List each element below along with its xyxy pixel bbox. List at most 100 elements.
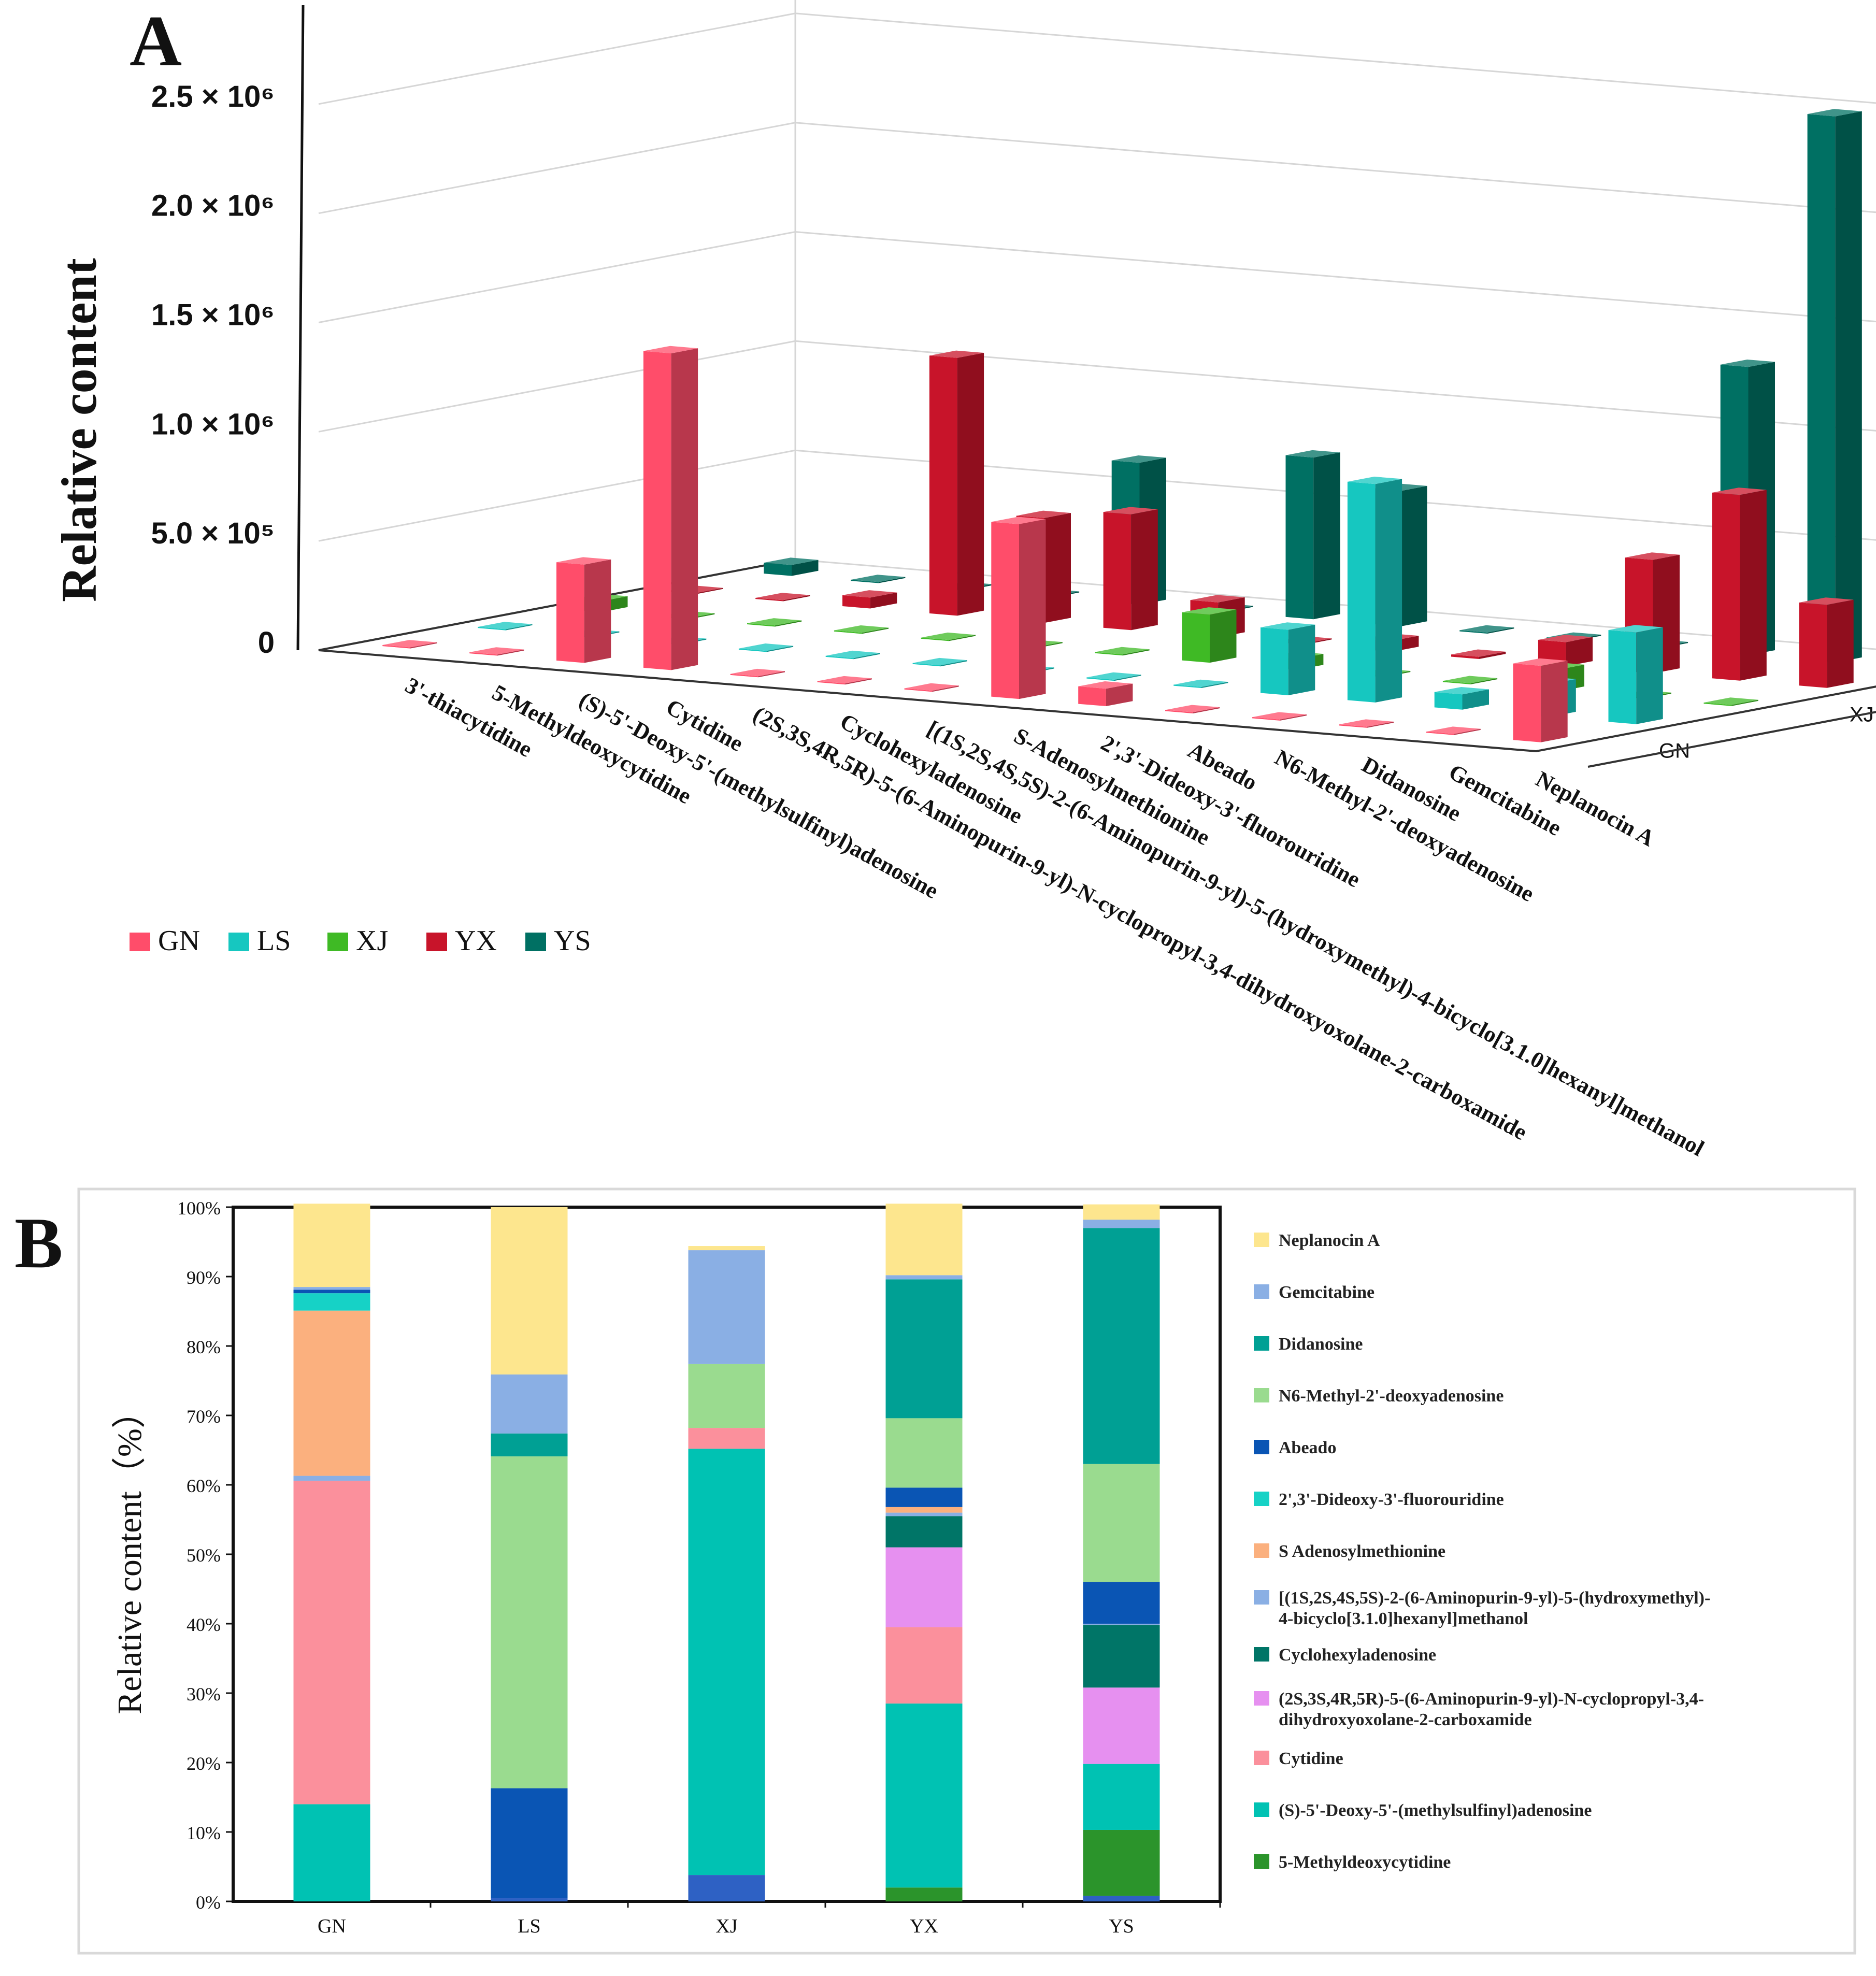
legend-line: S Adenosylmethionine xyxy=(1279,1542,1445,1561)
bar-front xyxy=(817,681,846,685)
legend-swatch xyxy=(327,933,348,951)
bar-xj-6 xyxy=(1095,647,1150,656)
bar-ls-7 xyxy=(1086,672,1141,681)
bar-front xyxy=(1459,630,1487,634)
bar-front xyxy=(469,652,497,656)
bar-side xyxy=(1462,689,1489,710)
segment-gemcitabine-gn xyxy=(293,1287,370,1290)
x-tick-label: YX xyxy=(910,1915,938,1937)
legend-swatch-2s-3s-4r-5r-5-6-aminopurin-9-yl-n-cyclop xyxy=(1254,1691,1269,1706)
legend-swatch-5-methyldeoxycytidine xyxy=(1254,1854,1269,1869)
gridline xyxy=(318,12,1876,105)
y-tick-label: 30% xyxy=(187,1684,221,1705)
bar-gn-7 xyxy=(991,517,1046,699)
bar-ls-10 xyxy=(1347,477,1402,703)
bar-top xyxy=(755,593,810,600)
bar-front xyxy=(904,688,933,692)
legend-swatch-2-3-dideoxy-3-fluorouridine xyxy=(1254,1492,1269,1506)
legend-swatch-cytidine xyxy=(1254,1751,1269,1765)
legend-line: [(1S,2S,4S,5S)-2-(6-Aminopurin-9-yl)-5-(… xyxy=(1279,1588,1710,1608)
bar-front xyxy=(929,355,957,616)
category-label: N6-Methyl-2'-deoxyadenosine xyxy=(1271,744,1539,907)
bar-xj-4 xyxy=(921,632,976,641)
bar-ys-6 xyxy=(1285,450,1340,620)
bar-top xyxy=(764,557,819,565)
bar-ls-5 xyxy=(912,657,967,667)
legend-line: N6-Methyl-2'-deoxyadenosine xyxy=(1279,1386,1503,1406)
bar-top xyxy=(1111,455,1166,463)
bar-front xyxy=(1261,627,1288,695)
segment-cytidine-yx xyxy=(885,1627,963,1704)
panel-a-label: A xyxy=(130,1,182,81)
segment-neplanocin-a-yx xyxy=(885,1204,963,1276)
segment-didanosine-ys xyxy=(1083,1228,1160,1464)
bar-side xyxy=(497,649,524,656)
segment-n6-methyl-2-deoxyadenosine-xj xyxy=(688,1364,765,1428)
bar-side xyxy=(1731,699,1758,706)
y-tick-label: 20% xyxy=(187,1753,221,1774)
bar-xj-2 xyxy=(747,618,802,627)
bar-front xyxy=(1103,512,1132,631)
segment-s-5-deoxy-5-methylsulfinyl-adenosine-xj xyxy=(688,1449,765,1875)
segment-cyclohexyladenosine-yx xyxy=(885,1516,963,1548)
y-tick-label: 40% xyxy=(187,1614,221,1635)
bar-top xyxy=(1078,681,1133,689)
legend-swatch xyxy=(130,933,150,951)
chart-a-depth-labels: GNXJYS xyxy=(1587,704,1876,768)
legend-label: [(1S,2S,4S,5S)-2-(6-Aminopurin-9-yl)-5-(… xyxy=(1279,1588,1710,1628)
legend-line: Gemcitabine xyxy=(1279,1283,1374,1302)
bar-front xyxy=(842,595,870,609)
bar-top xyxy=(1459,625,1514,633)
bar-side xyxy=(1566,637,1593,666)
bar-yx-9 xyxy=(1451,649,1506,659)
y-tick-label: 90% xyxy=(187,1267,221,1288)
bar-front xyxy=(1442,681,1471,684)
bar-front xyxy=(1513,663,1541,742)
bar-top xyxy=(825,650,880,658)
bar-side xyxy=(1114,675,1141,681)
bar-front xyxy=(478,627,506,631)
legend-swatch xyxy=(525,933,546,951)
bar-front xyxy=(1182,612,1210,663)
chart-a-ytick-labels: 0 5.0 × 10⁵ 1.0 × 10⁶ 1.5 × 10⁶ 2.0 × 10⁶ 2.5… xyxy=(151,0,275,660)
bar-top xyxy=(1190,595,1245,603)
bar-front xyxy=(1252,717,1280,721)
legend-label: Neplanocin A xyxy=(1279,1231,1380,1250)
bar-yx-2 xyxy=(842,590,897,609)
bar-gn-6 xyxy=(904,683,959,692)
bar-xj-10 xyxy=(1442,676,1498,684)
bar-top xyxy=(921,632,976,640)
bar-side xyxy=(1288,624,1315,695)
bar-side xyxy=(1479,651,1506,659)
bar-top xyxy=(747,618,802,626)
bar-side xyxy=(584,559,611,663)
bar-top xyxy=(1173,679,1228,687)
bar-side xyxy=(1740,490,1767,681)
bar-ls-3 xyxy=(738,643,794,652)
bar-top xyxy=(1285,450,1340,458)
bar-top xyxy=(834,625,889,633)
legend-swatch-cyclohexyladenosine xyxy=(1254,1647,1269,1662)
bar-front xyxy=(382,645,410,649)
gridline xyxy=(318,449,1876,542)
bar-front xyxy=(764,563,792,576)
bar-side xyxy=(1131,509,1158,631)
legend-swatch-gemcitabine xyxy=(1254,1284,1269,1299)
bar-front xyxy=(851,580,879,583)
bar-top xyxy=(1347,477,1402,484)
bar-gn-11 xyxy=(1339,719,1394,728)
segment-s-adenosylmethionine-yx xyxy=(885,1507,963,1513)
chart-a-y-axis-title: Relative content xyxy=(51,258,107,602)
bar-side xyxy=(1636,627,1663,724)
bar-top xyxy=(1538,635,1593,642)
legend-swatch-abeado xyxy=(1254,1440,1269,1454)
bar-gn-8 xyxy=(1078,681,1133,706)
legend-line: 4-bicyclo[3.1.0]hexanyl]methanol xyxy=(1279,1609,1528,1628)
chart-a-bars xyxy=(382,109,1862,742)
legend-label: Abeado xyxy=(1279,1438,1336,1457)
bar-gn-1 xyxy=(469,647,524,656)
bar-top xyxy=(556,557,611,565)
legend-label: Didanosine xyxy=(1279,1335,1363,1354)
bar-side xyxy=(1541,661,1568,742)
bar-top xyxy=(1720,360,1775,367)
